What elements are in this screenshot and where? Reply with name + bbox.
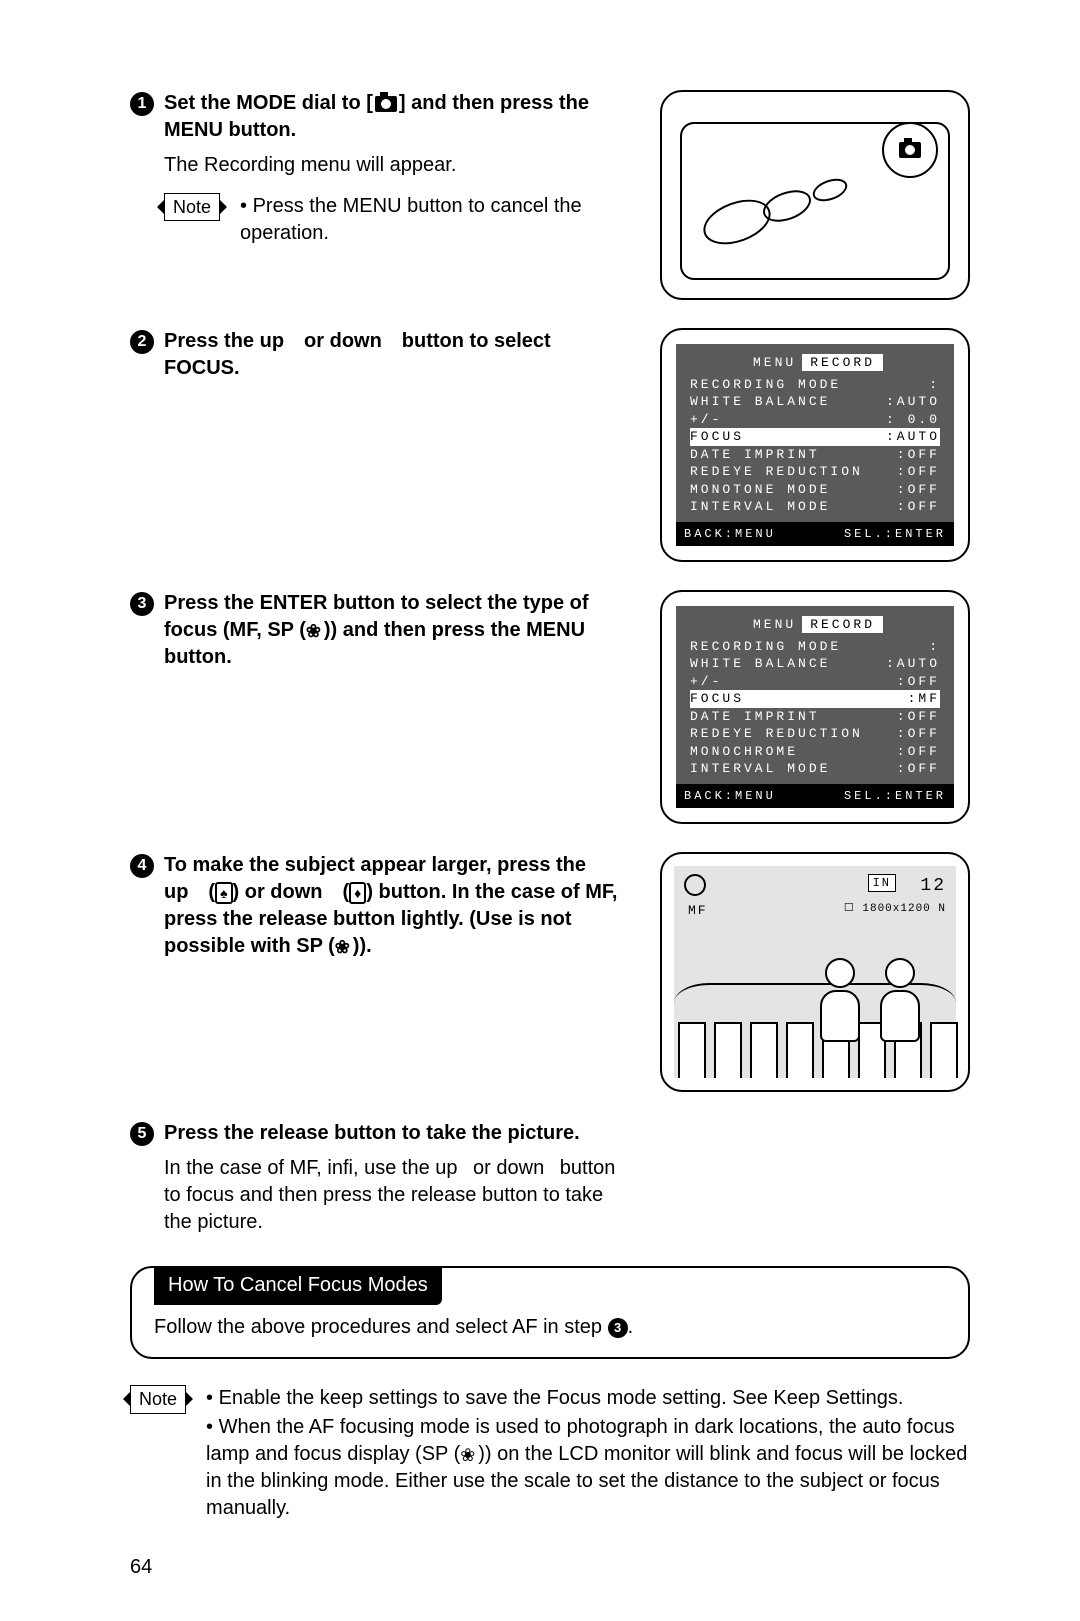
- menu-row: REDEYE REDUCTION:OFF: [690, 725, 940, 743]
- menu-row: DATE IMPRINT:OFF: [690, 708, 940, 726]
- menu-row: +/-:OFF: [690, 673, 940, 691]
- focus-mode-label: MF: [688, 902, 708, 920]
- resolution-label: ☐ 1800x1200 N: [844, 902, 946, 917]
- flower-icon: ❀: [306, 622, 324, 640]
- photo-scene: [674, 948, 956, 1078]
- menu-row: WHITE BALANCE:AUTO: [690, 393, 940, 411]
- flower-icon: ❀: [335, 938, 353, 956]
- menu-screen-1: MENURECORD RECORDING MODE:WHITE BALANCE:…: [660, 328, 970, 562]
- step-5-desc: In the case of MF, infi, use the up or d…: [164, 1155, 630, 1236]
- camera-icon: [375, 96, 397, 112]
- down-key-icon: ♦: [349, 882, 366, 904]
- bottom-note: Note • Enable the keep settings to save …: [130, 1385, 970, 1524]
- step-1-text: 1 Set the MODE dial to [] and then press…: [130, 90, 630, 300]
- mode-dial-icon: [882, 122, 938, 178]
- step-5-title: Press the release button to take the pic…: [164, 1120, 580, 1147]
- flower-icon: ❀: [460, 1446, 478, 1464]
- step-4-title: To make the subject appear larger, press…: [164, 852, 630, 960]
- bottom-note-body: • Enable the keep settings to save the F…: [206, 1385, 970, 1524]
- menu-row: FOCUS:MF: [690, 690, 940, 708]
- menu-row: FOCUS:AUTO: [690, 428, 940, 446]
- step-4-row: 4 To make the subject appear larger, pre…: [130, 852, 970, 1092]
- step-num-1: 1: [130, 92, 154, 116]
- menu-row: REDEYE REDUCTION:OFF: [690, 463, 940, 481]
- menu-row: DATE IMPRINT:OFF: [690, 446, 940, 464]
- menu-row: RECORDING MODE:: [690, 376, 940, 394]
- step-3-title: Press the ENTER button to select the typ…: [164, 590, 630, 671]
- menu-row: INTERVAL MODE:OFF: [690, 498, 940, 516]
- step-2-row: 2 Press the up or down button to select …: [130, 328, 970, 562]
- up-key-icon: ♠: [215, 882, 232, 904]
- step-1-row: 1 Set the MODE dial to [] and then press…: [130, 90, 970, 300]
- cancel-focus-box: How To Cancel Focus Modes Follow the abo…: [130, 1266, 970, 1359]
- step-3-row: 3 Press the ENTER button to select the t…: [130, 590, 970, 824]
- menu-row: MONOTONE MODE:OFF: [690, 481, 940, 499]
- step-1-note: Note • Press the MENU button to cancel t…: [164, 193, 630, 247]
- menu-row: WHITE BALANCE:AUTO: [690, 655, 940, 673]
- menu-row: +/-: 0.0: [690, 411, 940, 429]
- cancel-body: Follow the above procedures and select A…: [154, 1314, 946, 1341]
- page-number: 64: [130, 1554, 970, 1581]
- menu-row: RECORDING MODE:: [690, 638, 940, 656]
- step-ref-3: 3: [608, 1318, 628, 1338]
- step-2-heading: 2 Press the up or down button to select …: [130, 328, 630, 382]
- step-1-heading: 1 Set the MODE dial to [] and then press…: [130, 90, 630, 144]
- menu-screen-2: MENURECORD RECORDING MODE:WHITE BALANCE:…: [660, 590, 970, 824]
- step-num-5: 5: [130, 1122, 154, 1146]
- note-body: • Press the MENU button to cancel the op…: [240, 193, 630, 247]
- step-5-row: 5 Press the release button to take the p…: [130, 1120, 970, 1236]
- camera-illustration: [660, 90, 970, 300]
- live-view-screen: IN 12 MF ☐ 1800x1200 N: [660, 852, 970, 1092]
- step-num-4: 4: [130, 854, 154, 878]
- timer-icon: [684, 874, 706, 896]
- shot-count: 12: [920, 874, 946, 898]
- cancel-title: How To Cancel Focus Modes: [154, 1266, 442, 1305]
- menu-row: MONOCHROME:OFF: [690, 743, 940, 761]
- note-tag: Note: [130, 1385, 186, 1413]
- menu-row: INTERVAL MODE:OFF: [690, 760, 940, 778]
- note-tag: Note: [164, 193, 220, 221]
- step-1-desc: The Recording menu will appear.: [164, 152, 630, 179]
- step-5-heading: 5 Press the release button to take the p…: [130, 1120, 630, 1147]
- memory-label: IN: [868, 874, 896, 892]
- step-num-3: 3: [130, 592, 154, 616]
- step-4-heading: 4 To make the subject appear larger, pre…: [130, 852, 630, 960]
- step-1-title: Set the MODE dial to [] and then press t…: [164, 90, 630, 144]
- step-3-heading: 3 Press the ENTER button to select the t…: [130, 590, 630, 671]
- step-num-2: 2: [130, 330, 154, 354]
- step-2-title: Press the up or down button to select FO…: [164, 328, 630, 382]
